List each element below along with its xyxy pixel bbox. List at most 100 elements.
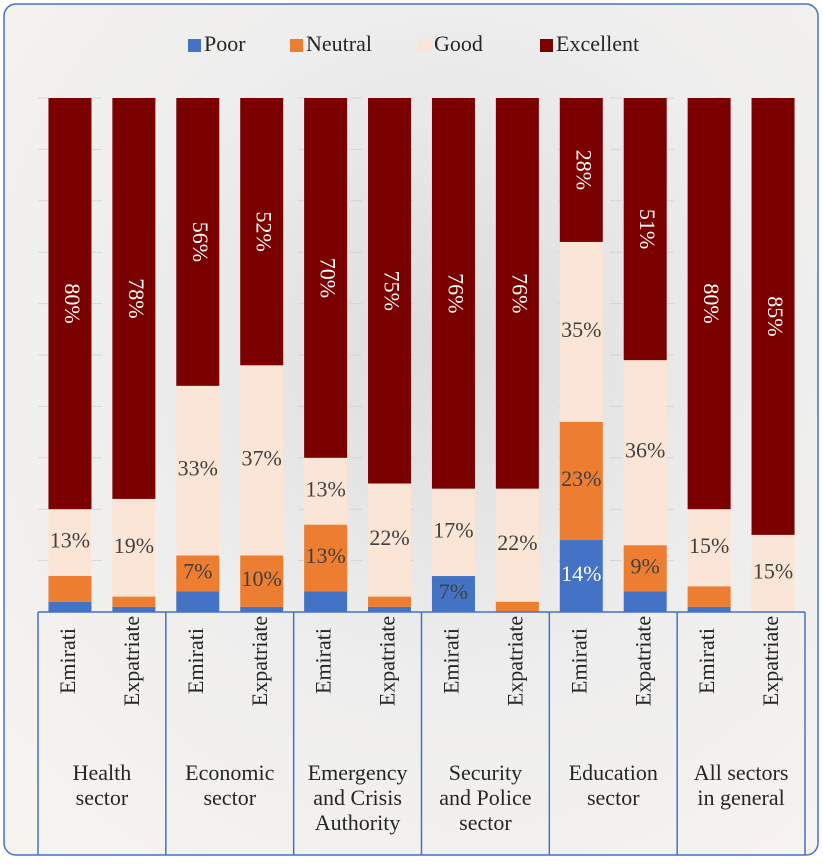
group-label: and Crisis	[313, 785, 402, 810]
bar-segment	[431, 98, 475, 489]
group-label: sector	[76, 785, 129, 810]
data-label: 80%	[699, 283, 724, 323]
bar-segment	[431, 576, 475, 612]
bar-segment	[559, 98, 603, 242]
data-label: 85%	[763, 296, 788, 336]
group-label: Emergency	[308, 760, 408, 785]
data-label: 76%	[443, 273, 468, 313]
bar-segment	[495, 98, 539, 489]
bar-segment	[304, 457, 348, 525]
data-label: 37%	[242, 445, 282, 470]
group-label: Authority	[315, 810, 401, 835]
bar-segment	[176, 555, 220, 592]
bar-segment	[240, 555, 284, 607]
data-label: 15%	[689, 533, 729, 558]
data-label: 56%	[188, 222, 213, 262]
x-tick-label: Expatriate	[375, 616, 400, 706]
bar-segment	[623, 545, 667, 592]
bar-segment	[304, 98, 348, 458]
x-tick-label: Emirati	[694, 628, 719, 694]
bar-segment	[176, 98, 220, 386]
data-label: 76%	[507, 273, 532, 313]
data-label: 17%	[433, 517, 473, 542]
data-label: 9%	[631, 553, 660, 578]
data-label: 22%	[369, 525, 409, 550]
legend-label: Good	[434, 31, 483, 56]
data-label: 7%	[439, 579, 468, 604]
legend-label: Poor	[204, 31, 246, 56]
bar-segment	[240, 98, 284, 366]
bar-segment	[176, 591, 220, 612]
bar-segment	[559, 540, 603, 612]
data-label: 78%	[124, 278, 149, 318]
bar-segment	[368, 483, 412, 597]
x-tick-label: Emirati	[439, 628, 464, 694]
data-label: 36%	[625, 438, 665, 463]
legend-swatch	[188, 39, 201, 52]
bar-segment	[48, 576, 92, 602]
bar-segment	[112, 98, 156, 499]
bar-segment	[687, 509, 731, 587]
data-label: 13%	[50, 528, 90, 553]
bar-segment	[495, 488, 539, 602]
legend-swatch	[540, 39, 553, 52]
data-label: 80%	[60, 283, 85, 323]
group-label: sector	[587, 785, 640, 810]
bar-segment	[368, 606, 412, 612]
group-label: sector	[459, 810, 512, 835]
bar-segment	[304, 591, 348, 612]
bar-segment	[240, 365, 284, 556]
bar-segment	[623, 591, 667, 612]
bar-segment	[559, 421, 603, 541]
bar-segment	[112, 596, 156, 607]
data-label: 10%	[242, 566, 282, 591]
legend-swatch	[290, 39, 303, 52]
data-label: 13%	[305, 476, 345, 501]
x-tick-label: Emirati	[566, 628, 591, 694]
group-label: and Police	[439, 785, 531, 810]
legend-label: Neutral	[306, 31, 372, 56]
bar-segment	[751, 98, 795, 535]
x-tick-label: Expatriate	[502, 616, 527, 706]
bar-segment	[559, 241, 603, 422]
legend: Poor Neutral Good Excellent	[188, 31, 639, 56]
bar-segment	[623, 98, 667, 361]
data-label: 75%	[379, 271, 404, 311]
bar-segment	[431, 488, 475, 577]
group-label: Economic	[185, 760, 274, 785]
data-label: 22%	[497, 530, 537, 555]
data-label: 52%	[252, 211, 277, 251]
bar-segment	[176, 385, 220, 556]
x-tick-label: Emirati	[311, 628, 336, 694]
bar-segment	[687, 98, 731, 510]
data-label: 14%	[561, 561, 601, 586]
bar-segment	[687, 586, 731, 607]
data-label: 13%	[305, 543, 345, 568]
bar-segment	[112, 606, 156, 612]
x-tick-label: Expatriate	[758, 616, 783, 706]
group-label: All sectors	[694, 760, 789, 785]
bar-segment	[240, 606, 284, 612]
bar-segment	[48, 601, 92, 612]
data-label: 33%	[178, 456, 218, 481]
data-label: 35%	[561, 317, 601, 342]
bar-segment	[48, 509, 92, 577]
x-tick-label: Expatriate	[630, 616, 655, 706]
x-tick-label: Emirati	[55, 628, 80, 694]
bar-segment	[48, 98, 92, 510]
bar-segment	[623, 360, 667, 546]
data-label: 23%	[561, 466, 601, 491]
x-tick-label: Emirati	[183, 628, 208, 694]
bar-segment	[495, 601, 539, 612]
data-label: 51%	[635, 209, 660, 249]
data-label: 7%	[183, 558, 212, 583]
bar-segment	[368, 98, 412, 484]
data-label: 70%	[316, 258, 341, 298]
legend-label: Excellent	[556, 31, 639, 56]
group-label: in general	[697, 785, 784, 810]
group-label: Health	[73, 760, 132, 785]
bar-segment	[112, 498, 156, 597]
data-label: 19%	[114, 533, 154, 558]
data-label: 28%	[571, 150, 596, 190]
